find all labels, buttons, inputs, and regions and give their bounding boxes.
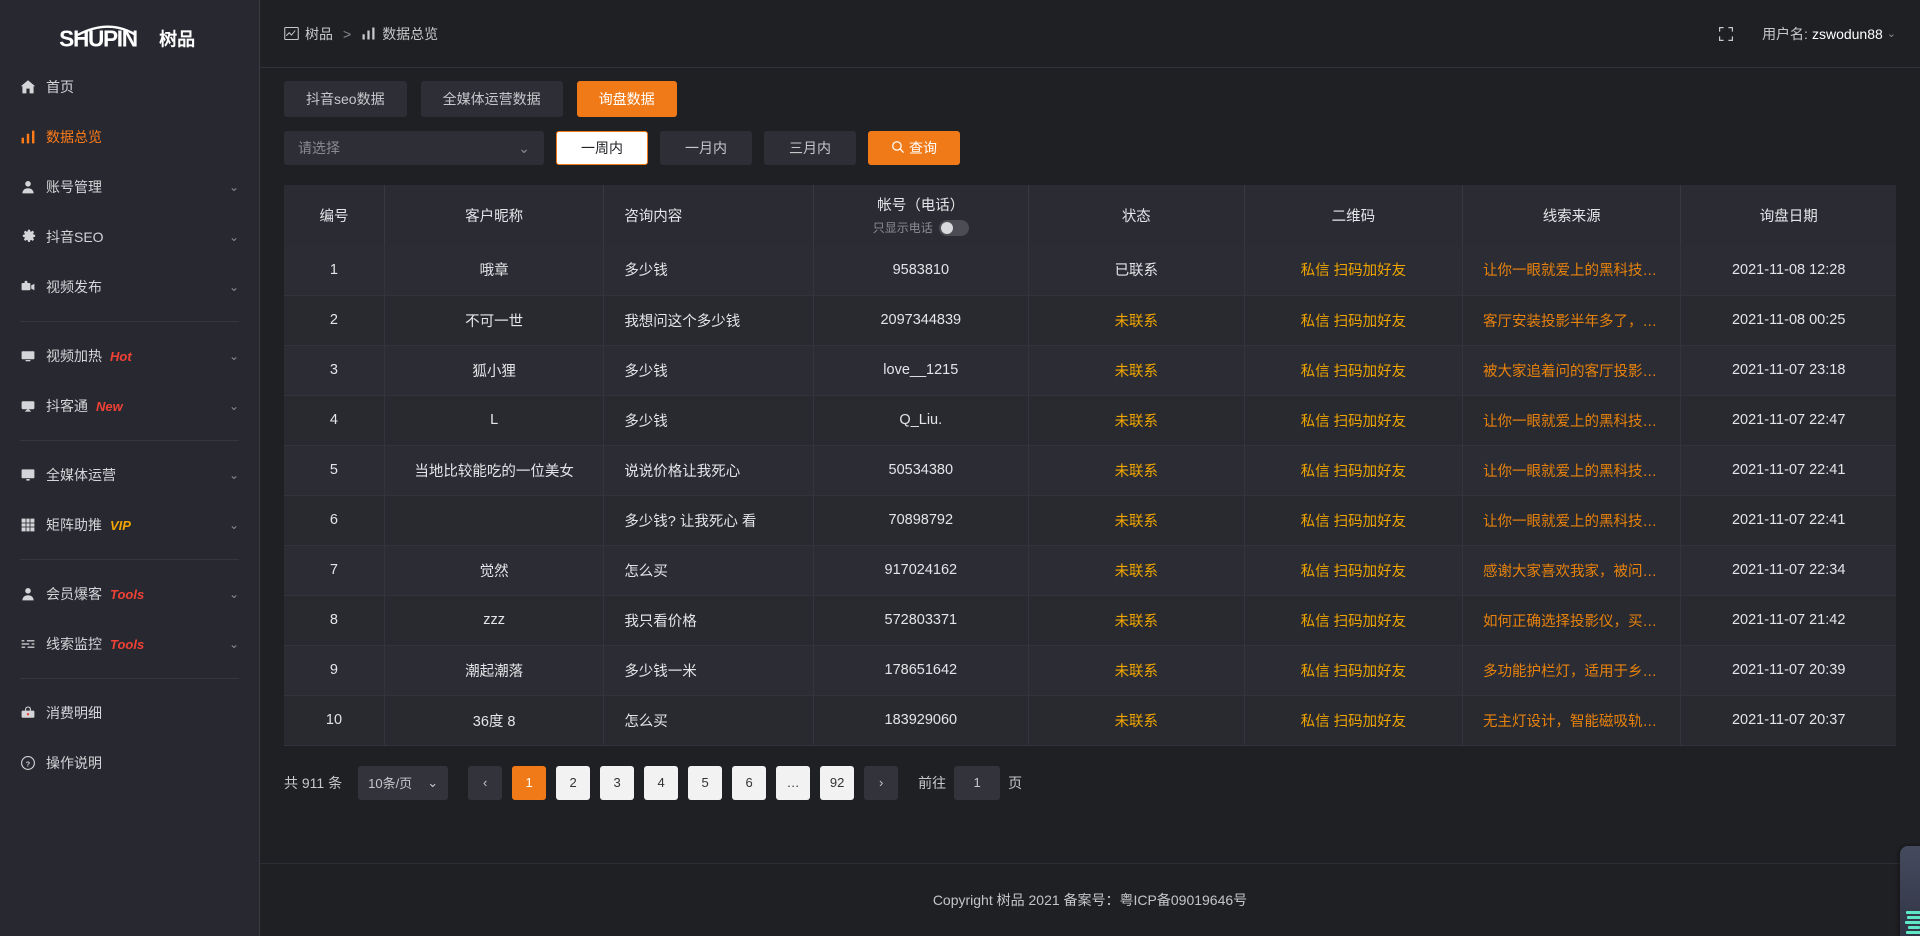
svg-text:?: ? bbox=[26, 760, 30, 769]
svg-text:树品: 树品 bbox=[159, 29, 195, 49]
svg-text:SHUPIN: SHUPIN bbox=[59, 25, 137, 49]
